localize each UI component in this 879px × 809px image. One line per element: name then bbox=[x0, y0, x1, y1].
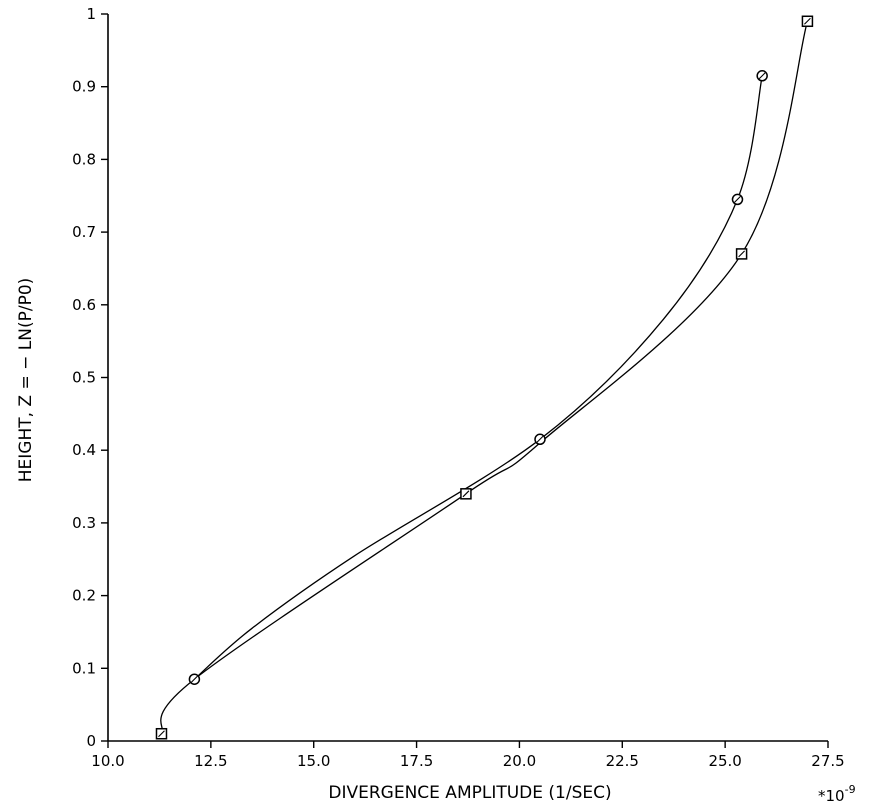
y-tick-label: 0.6 bbox=[72, 296, 96, 314]
axes bbox=[107, 14, 828, 742]
x-tick-label: 17.5 bbox=[400, 752, 433, 770]
circle-marker bbox=[756, 70, 768, 82]
square-marker bbox=[801, 15, 814, 28]
x-ticks: 10.0 12.5 15.0 17.5 20.0 22.5 25.0 27.5 bbox=[91, 741, 845, 770]
marker-slash bbox=[462, 490, 470, 498]
marker-slash bbox=[191, 675, 198, 683]
marker-slash bbox=[734, 195, 741, 203]
x-tick-label: 25.0 bbox=[708, 752, 741, 770]
circle-marker bbox=[534, 433, 546, 446]
series-layer bbox=[160, 21, 809, 735]
marker-slash bbox=[738, 250, 745, 258]
marker-layer bbox=[155, 15, 814, 740]
marker-slash bbox=[804, 17, 811, 25]
y-tick-label: 0.3 bbox=[72, 514, 96, 532]
y-tick-label: 1 bbox=[86, 5, 96, 23]
y-tick-label: 0.5 bbox=[72, 369, 96, 387]
circle-marker bbox=[188, 673, 201, 685]
y-ticks: 0 0.1 0.2 0.3 0.4 0.5 0.6 0.7 0.8 0.9 1 bbox=[72, 5, 108, 750]
y-tick-label: 0.2 bbox=[72, 587, 96, 605]
marker-slash bbox=[536, 435, 544, 443]
marker-slash bbox=[758, 72, 766, 80]
y-tick-label: 0.4 bbox=[72, 441, 96, 459]
x-axis-multiplier: *10-9 bbox=[818, 783, 856, 805]
marker-slash bbox=[158, 730, 165, 738]
x-axis-multiplier-exponent: -9 bbox=[845, 783, 856, 796]
y-tick-label: 0.8 bbox=[72, 150, 96, 168]
x-tick-label: 12.5 bbox=[194, 752, 227, 770]
square-marker bbox=[155, 727, 168, 740]
square-marker bbox=[460, 488, 472, 500]
square-marker bbox=[735, 248, 748, 260]
series-1-line bbox=[193, 75, 763, 680]
y-tick-label: 0.7 bbox=[72, 223, 96, 241]
circle-marker bbox=[731, 193, 744, 206]
x-tick-label: 27.5 bbox=[811, 752, 844, 770]
y-axis-title: HEIGHT, Z = − LN(P/P0) bbox=[16, 278, 36, 483]
y-tick-label: 0.1 bbox=[72, 659, 96, 677]
y-tick-label: 0 bbox=[86, 732, 96, 750]
x-tick-label: 10.0 bbox=[91, 752, 124, 770]
x-axis-title: DIVERGENCE AMPLITUDE (1/SEC) bbox=[328, 783, 611, 803]
series-2-line bbox=[160, 21, 809, 735]
x-tick-label: 22.5 bbox=[606, 752, 639, 770]
x-tick-label: 15.0 bbox=[297, 752, 330, 770]
y-tick-label: 0.9 bbox=[72, 78, 96, 96]
x-axis-multiplier-base: *10 bbox=[818, 787, 845, 805]
x-tick-label: 20.0 bbox=[503, 752, 536, 770]
